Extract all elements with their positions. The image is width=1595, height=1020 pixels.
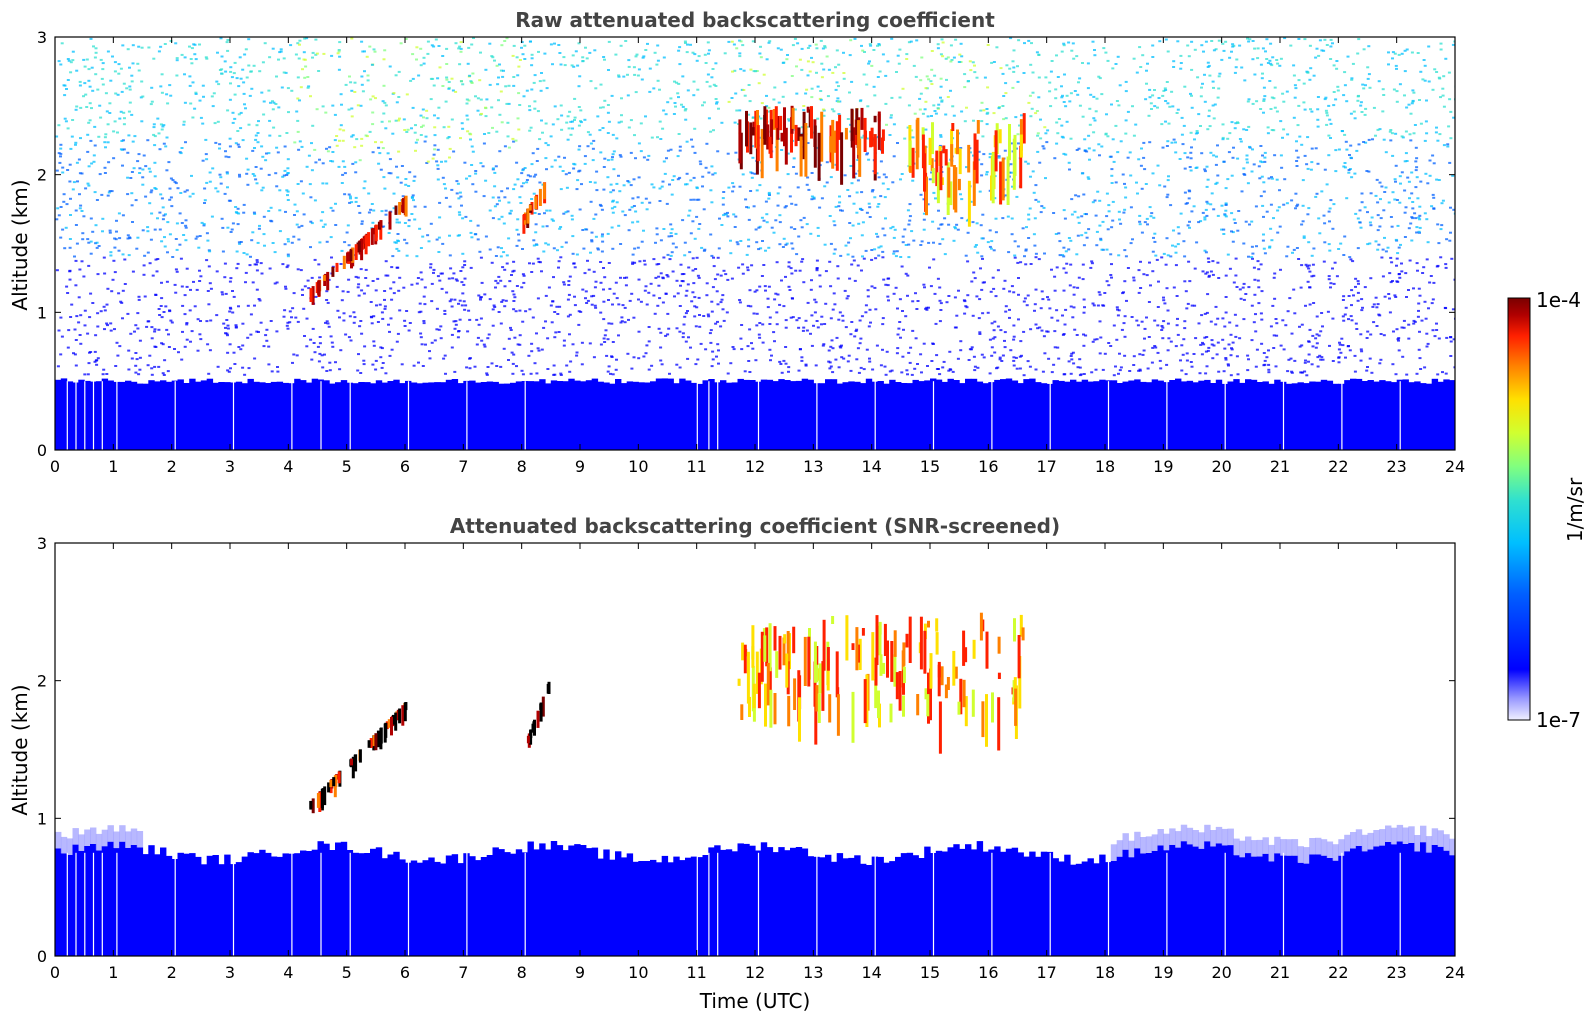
colorbar: 1e-4 1e-7 1/m/sr (1507, 288, 1587, 732)
x-tick-label: 16 (978, 963, 998, 982)
screened-feature-1 (526, 681, 551, 748)
x-tick-label: 13 (803, 457, 823, 476)
x-tick-label: 24 (1445, 963, 1465, 982)
x-tick-label: 18 (1095, 457, 1115, 476)
raw-feature-4 (55, 378, 1455, 450)
x-tick-label: 12 (745, 963, 765, 982)
screened-axes: 0 1 2 3 4 5 6 7 8 9 10 11 12 13 14 15 16 17 18 19 20 21 22 23 24… (37, 534, 1465, 982)
x-tick-label: 4 (283, 963, 293, 982)
x-tick-label: 0 (50, 457, 60, 476)
x-tick-label: 1 (108, 457, 118, 476)
panel-raw-title: Raw attenuated backscattering coefficien… (515, 8, 995, 32)
x-tick-label: 9 (575, 457, 585, 476)
x-tick-label: 5 (342, 963, 352, 982)
raw-noise (55, 37, 1455, 377)
x-tick-label: 0 (50, 963, 60, 982)
x-tick-label: 8 (517, 963, 527, 982)
raw-feature-1 (522, 182, 547, 234)
colorbar-min-label: 1e-7 (1536, 708, 1581, 732)
x-tick-label: 5 (342, 457, 352, 476)
screened-xlabel: Time (UTC) (699, 989, 811, 1013)
x-tick-label: 24 (1445, 457, 1465, 476)
y-tick-label: 2 (37, 672, 47, 691)
x-tick-label: 3 (225, 963, 235, 982)
raw-axes: 0 1 2 3 4 5 6 7 8 9 10 11 12 13 14 15 16 17 18 19 20 21 22 23 24… (37, 28, 1465, 476)
colorbar-max-label: 1e-4 (1536, 288, 1581, 312)
x-tick-label: 22 (1328, 457, 1348, 476)
x-tick-label: 4 (283, 457, 293, 476)
screened-feature-0 (309, 702, 408, 814)
screened-ylabel: Altitude (km) (8, 684, 32, 815)
raw-feature-0 (309, 195, 408, 305)
x-tick-label: 20 (1211, 457, 1231, 476)
x-tick-label: 15 (920, 963, 940, 982)
x-tick-label: 11 (686, 457, 706, 476)
x-tick-label: 14 (861, 457, 881, 476)
x-tick-label: 13 (803, 963, 823, 982)
x-tick-label: 21 (1270, 457, 1290, 476)
x-tick-label: 17 (1036, 457, 1056, 476)
panel-screened: Attenuated backscattering coefficient (S… (8, 514, 1465, 1013)
y-tick-label: 1 (37, 809, 47, 828)
x-tick-label: 10 (628, 457, 648, 476)
x-tick-label: 22 (1328, 963, 1348, 982)
y-tick-label: 0 (37, 947, 47, 966)
x-tick-label: 21 (1270, 963, 1290, 982)
colorbar-gradient (1507, 297, 1531, 721)
screened-heatmap (55, 612, 1455, 956)
screened-feature-2 (737, 612, 1025, 754)
x-tick-label: 7 (458, 457, 468, 476)
colorbar-unit-label: 1/m/sr (1563, 477, 1587, 542)
x-tick-label: 15 (920, 457, 940, 476)
y-tick-label: 1 (37, 303, 47, 322)
raw-feature-2 (738, 105, 885, 185)
x-tick-label: 19 (1153, 457, 1173, 476)
x-tick-label: 12 (745, 457, 765, 476)
x-tick-label: 9 (575, 963, 585, 982)
x-tick-label: 8 (517, 457, 527, 476)
x-tick-label: 23 (1386, 963, 1406, 982)
x-tick-label: 23 (1386, 457, 1406, 476)
x-tick-label: 6 (400, 963, 410, 982)
x-tick-label: 3 (225, 457, 235, 476)
x-tick-label: 10 (628, 963, 648, 982)
screened-feature-3 (55, 824, 1455, 956)
panel-screened-title: Attenuated backscattering coefficient (S… (450, 514, 1060, 538)
x-tick-label: 20 (1211, 963, 1231, 982)
x-tick-label: 2 (167, 963, 177, 982)
x-tick-label: 1 (108, 963, 118, 982)
y-tick-label: 3 (37, 28, 47, 47)
x-tick-label: 6 (400, 457, 410, 476)
y-tick-label: 0 (37, 441, 47, 460)
x-tick-label: 7 (458, 963, 468, 982)
x-tick-label: 18 (1095, 963, 1115, 982)
raw-ylabel: Altitude (km) (8, 179, 32, 310)
x-tick-label: 2 (167, 457, 177, 476)
y-tick-label: 3 (37, 534, 47, 553)
x-tick-label: 16 (978, 457, 998, 476)
panel-raw: Raw attenuated backscattering coefficien… (8, 8, 1465, 476)
x-tick-label: 19 (1153, 963, 1173, 982)
raw-heatmap (55, 37, 1455, 450)
y-tick-label: 2 (37, 166, 47, 185)
x-tick-label: 14 (861, 963, 881, 982)
x-tick-label: 11 (686, 963, 706, 982)
raw-feature-3 (908, 113, 1026, 227)
x-tick-label: 17 (1036, 963, 1056, 982)
